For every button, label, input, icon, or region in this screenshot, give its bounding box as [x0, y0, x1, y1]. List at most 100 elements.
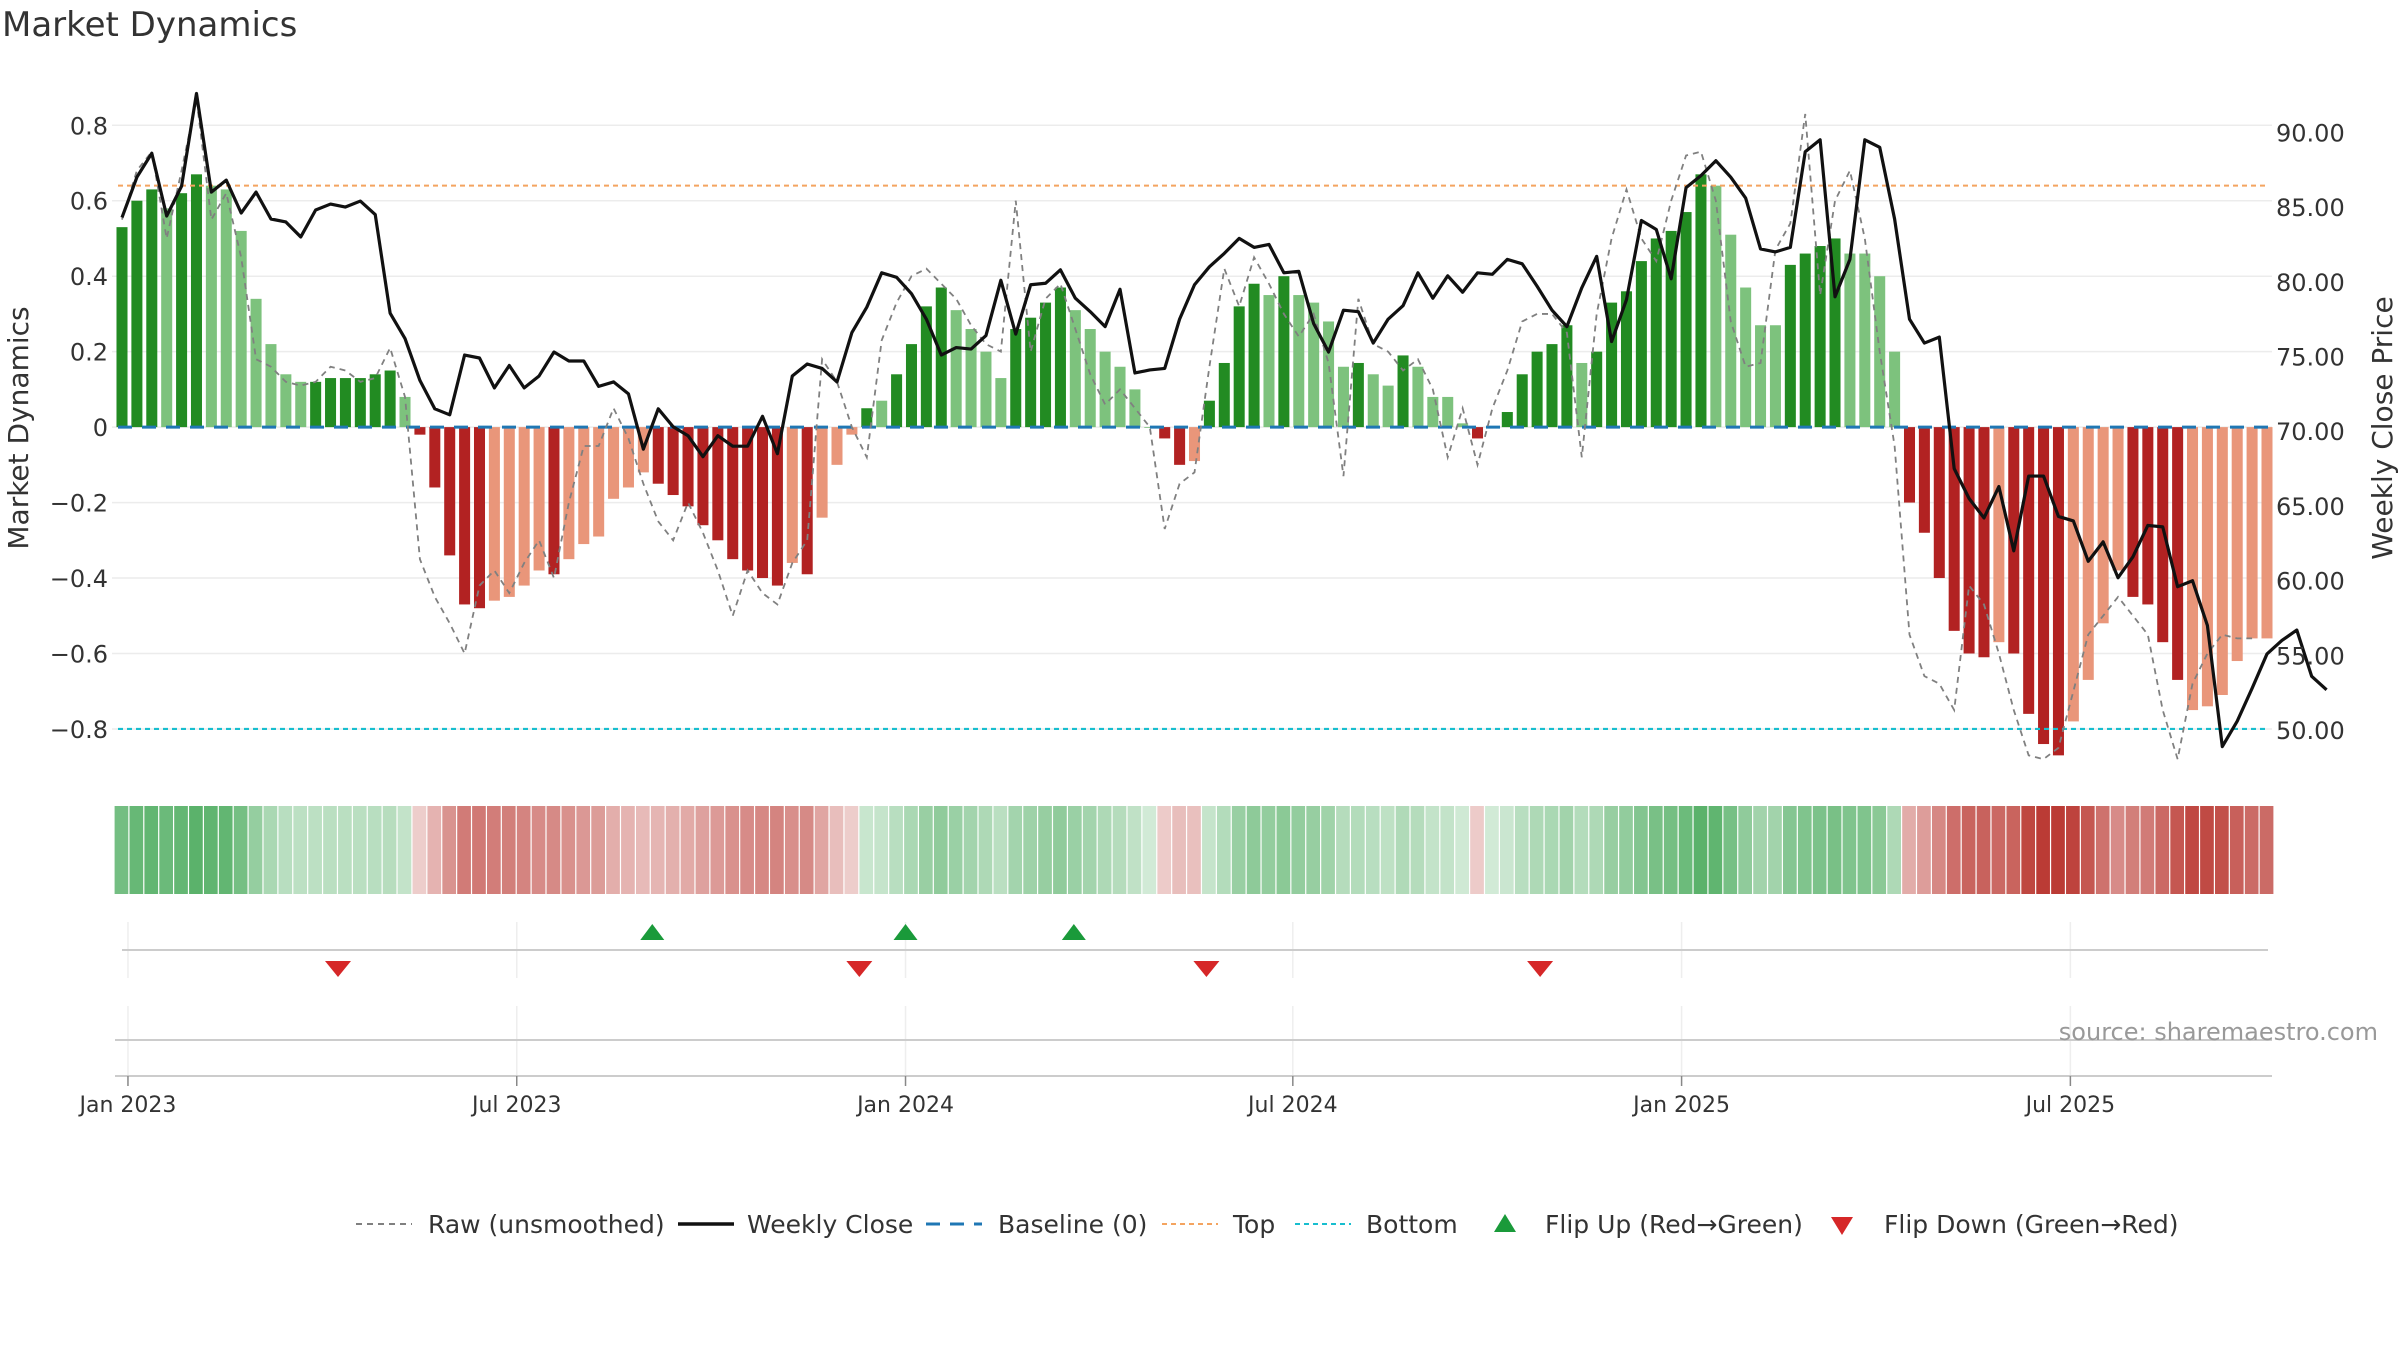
legend-flip-up-label: Flip Up (Red→Green): [1545, 1210, 1803, 1239]
dynamics-bar: [1740, 287, 1752, 428]
dynamics-bar: [2231, 427, 2243, 662]
left-tick-label: −0.6: [50, 640, 108, 668]
strip-cell: [1216, 806, 1231, 894]
dynamics-bar: [1203, 400, 1215, 428]
dynamics-bar: [1725, 234, 1737, 428]
strip-cell: [919, 806, 933, 894]
dynamics-bar: [1606, 302, 1618, 428]
dynamics-bar: [116, 227, 128, 428]
strip-cell: [889, 806, 903, 894]
right-tick-label: 50.00: [2276, 717, 2345, 745]
dynamics-bar: [1412, 366, 1424, 428]
right-axis-ticks: 90.00 85.00 80.00 75.00 70.00 65.00 60.00 55.00…: [2276, 119, 2345, 745]
dynamics-bar: [1993, 427, 2005, 643]
dynamics-bar: [2008, 427, 2020, 654]
dynamics-bar: [176, 193, 188, 428]
right-tick-label: 85.00: [2276, 194, 2345, 222]
strip-cell: [189, 806, 203, 894]
dynamics-bar: [920, 306, 932, 428]
strip-cell: [1023, 806, 1037, 894]
dynamics-bar: [1918, 427, 1930, 533]
dynamics-bar: [1069, 310, 1081, 428]
dynamics-bar: [1814, 246, 1826, 428]
weekly-close-line: [120, 91, 2328, 749]
dynamics-bar: [757, 427, 769, 579]
strip-cell: [1142, 806, 1157, 894]
flip-up-marker: [1061, 924, 1086, 940]
strip-cell: [1991, 806, 2006, 894]
left-tick-label: −0.8: [50, 716, 108, 744]
strip-cell: [1678, 806, 1693, 894]
strip-cell: [487, 806, 501, 894]
strip-cell: [859, 806, 874, 894]
dynamics-bar: [399, 396, 411, 428]
strip-cell: [338, 806, 352, 894]
dynamics-bar: [2187, 427, 2199, 711]
dynamics-bar: [1233, 306, 1245, 428]
dynamics-bar: [429, 427, 441, 488]
dynamics-bar: [786, 427, 798, 563]
dynamics-bar: [1174, 427, 1186, 465]
dynamics-bar: [1337, 366, 1349, 428]
strip-cell: [1291, 806, 1306, 894]
dynamics-bar: [1293, 295, 1305, 428]
strip-cell: [904, 806, 918, 894]
strip-cell: [1529, 806, 1544, 894]
x-tick-label: Jan 2024: [855, 1093, 954, 1118]
strip-cell: [2066, 806, 2080, 894]
dynamics-bars: [116, 174, 2273, 756]
strip-cell: [1723, 806, 1738, 894]
strip-cell: [1887, 806, 1901, 894]
strip-cell: [1276, 806, 1291, 894]
strip-cell: [1797, 806, 1812, 894]
strip-cell: [1574, 806, 1589, 894]
dynamics-bar: [1501, 412, 1513, 428]
strip-cell: [1440, 806, 1455, 894]
dynamics-bar: [2142, 427, 2154, 605]
strip-cell: [531, 806, 546, 894]
strip-cell: [978, 806, 993, 894]
legend-top-label: Top: [1232, 1210, 1275, 1239]
dynamics-bar: [146, 189, 158, 428]
x-tick-label: Jan 2023: [78, 1093, 177, 1118]
dynamics-bar: [831, 427, 843, 465]
strip-cell: [2215, 806, 2229, 894]
dynamics-bar: [712, 427, 724, 541]
chart-title: Market Dynamics: [2, 5, 297, 45]
strip-cell: [427, 806, 442, 894]
dynamics-bar: [1889, 351, 1901, 428]
strip-cell: [1157, 806, 1172, 894]
dynamics-bar: [1561, 325, 1573, 428]
dynamics-bar: [1025, 317, 1037, 428]
strip-cell: [1648, 806, 1663, 894]
x-tick-label: Jul 2025: [2024, 1093, 2116, 1118]
dynamics-bar: [1442, 396, 1454, 428]
dynamics-bar: [1352, 362, 1364, 428]
strip-cell: [2095, 806, 2110, 894]
strip-cell: [1634, 806, 1648, 894]
left-axis-label: Market Dynamics: [2, 306, 35, 549]
strip-cell: [1663, 806, 1678, 894]
left-tick-label: 0.8: [70, 112, 108, 140]
dynamics-bar: [1427, 396, 1439, 428]
dynamics-bar: [891, 374, 903, 428]
strip-cell: [546, 806, 561, 894]
strip-cell: [1917, 806, 1931, 894]
dynamics-bar: [1799, 253, 1811, 428]
dynamics-bar: [1635, 261, 1647, 428]
strip-cell: [1306, 806, 1321, 894]
dynamics-bar: [622, 427, 634, 488]
strip-cell: [2229, 806, 2244, 894]
strip-cell: [844, 806, 859, 894]
left-tick-label: 0.2: [70, 339, 108, 367]
dynamics-bar: [220, 189, 232, 428]
dynamics-bar: [1903, 427, 1916, 503]
flip-down-marker: [1527, 961, 1554, 977]
strip-cell: [710, 806, 725, 894]
strip-cell: [1857, 806, 1872, 894]
strip-cell: [963, 806, 978, 894]
strip-cell: [1246, 806, 1261, 894]
strip-cell: [2036, 806, 2050, 894]
dynamics-bar: [1546, 344, 1558, 428]
dynamics-bar: [876, 400, 888, 428]
